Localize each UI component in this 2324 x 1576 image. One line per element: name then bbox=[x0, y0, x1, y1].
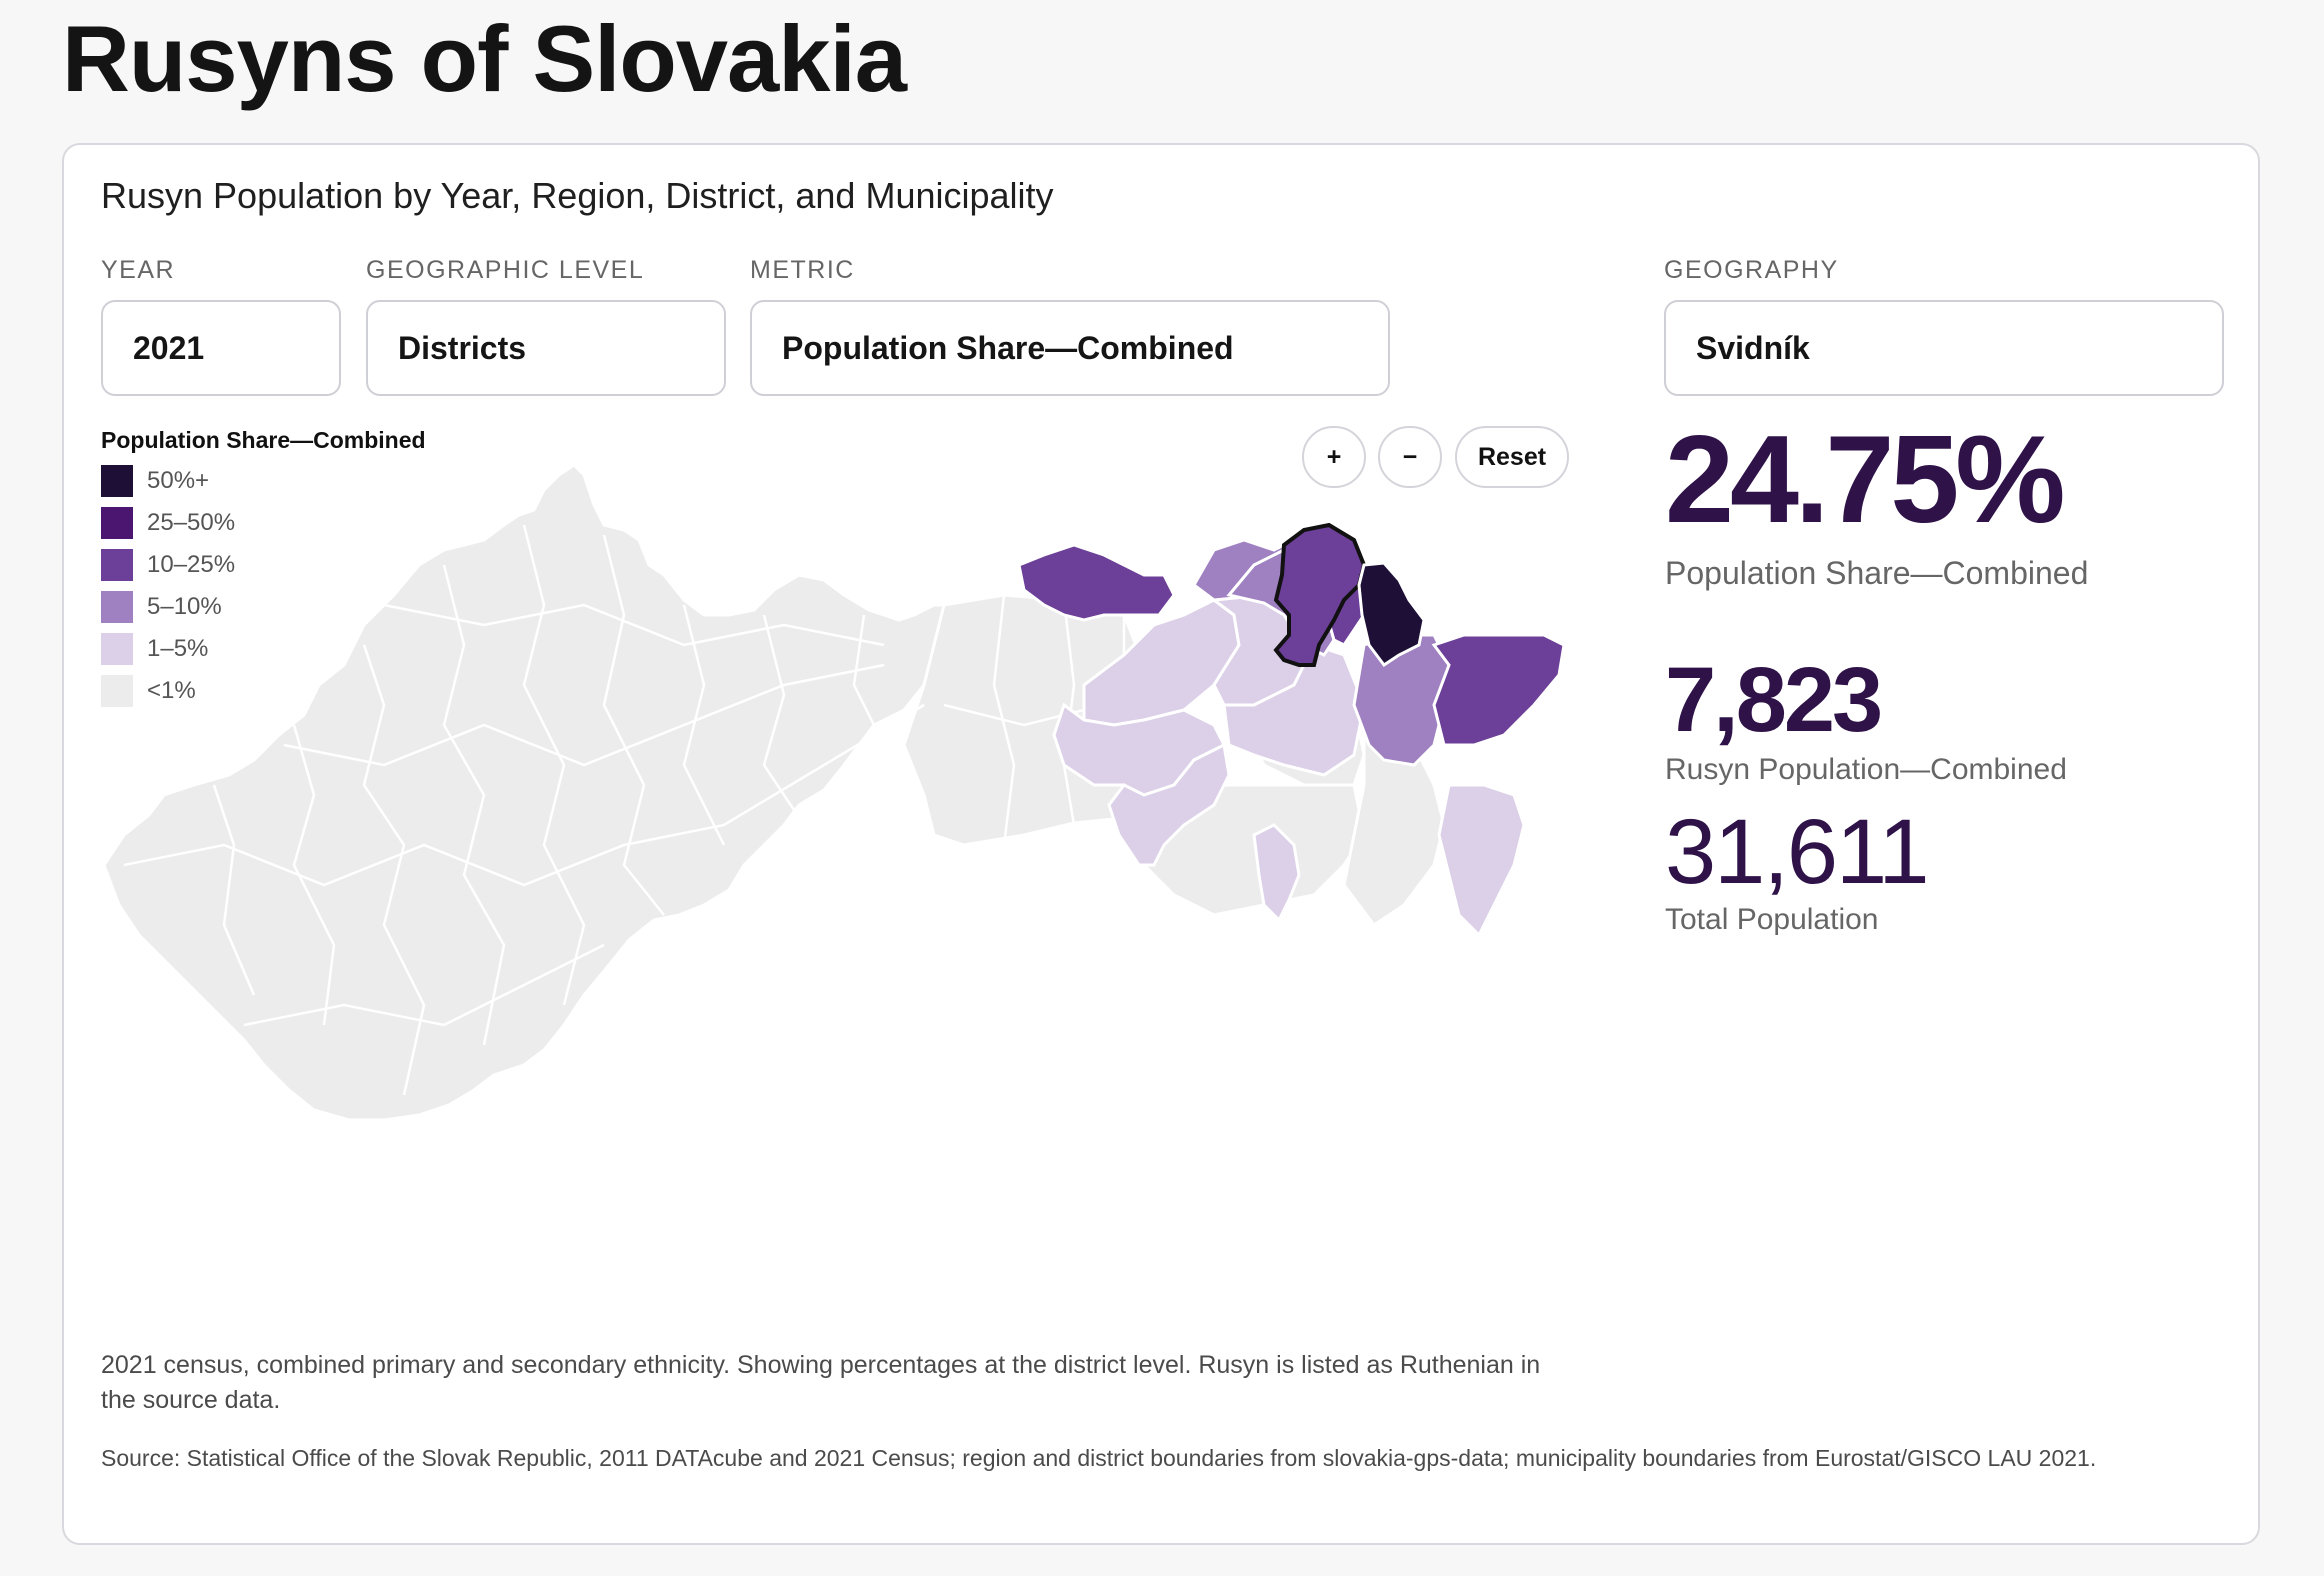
legend-swatch bbox=[101, 465, 133, 497]
district-spisska[interactable] bbox=[1222, 643, 1366, 777]
legend-label: 50%+ bbox=[147, 467, 210, 494]
geography-label: GEOGRAPHY bbox=[1664, 256, 1839, 284]
district-stropkov-west[interactable] bbox=[1017, 543, 1176, 622]
geographic-level-value: Districts bbox=[398, 330, 527, 366]
metric-label: METRIC bbox=[750, 256, 855, 284]
district-medzilaborce[interactable] bbox=[1357, 561, 1426, 668]
geography-select[interactable]: Svidník bbox=[1664, 300, 2224, 396]
geographic-level-label: GEOGRAPHIC LEVEL bbox=[366, 256, 645, 284]
legend-swatch bbox=[101, 633, 133, 665]
district-svidnik[interactable] bbox=[1273, 522, 1367, 667]
page-title: Rusyns of Slovakia bbox=[62, 6, 907, 111]
district-kosice-okolie[interactable] bbox=[1252, 823, 1301, 923]
rusyn-population-value: 7,823 bbox=[1665, 649, 1883, 751]
district-southeast-tip[interactable] bbox=[1342, 733, 1446, 928]
legend-label: <1% bbox=[147, 677, 196, 704]
year-value: 2021 bbox=[133, 330, 205, 366]
legend-label: 10–25% bbox=[147, 551, 236, 578]
legend-label: 5–10% bbox=[147, 593, 222, 620]
metric-select[interactable]: Population Share—Combined bbox=[750, 300, 1390, 396]
legend-title: Population Share—Combined bbox=[101, 427, 426, 453]
legend-swatch bbox=[101, 549, 133, 581]
map-card: Rusyn Population by Year, Region, Distri… bbox=[62, 143, 2260, 1545]
total-population-label: Total Population bbox=[1665, 903, 1879, 936]
district-west-central[interactable] bbox=[102, 463, 946, 1122]
share-value: 24.75% bbox=[1665, 411, 2066, 549]
legend-swatch bbox=[101, 675, 133, 707]
reset-button[interactable]: Reset bbox=[1455, 426, 1569, 488]
legend-swatch bbox=[101, 507, 133, 539]
geography-value: Svidník bbox=[1696, 330, 1810, 366]
year-select[interactable]: 2021 bbox=[101, 300, 341, 396]
district-borders bbox=[123, 524, 1165, 1096]
geographic-level-select[interactable]: Districts bbox=[366, 300, 726, 396]
district-gelnica[interactable] bbox=[1107, 742, 1231, 867]
legend-label: 1–5% bbox=[147, 635, 209, 662]
metric-value: Population Share—Combined bbox=[782, 330, 1234, 366]
year-label: YEAR bbox=[101, 256, 176, 284]
source-note: Source: Statistical Office of the Slovak… bbox=[101, 1445, 2097, 1471]
card-title: Rusyn Population by Year, Region, Distri… bbox=[101, 175, 1054, 216]
legend-swatch bbox=[101, 591, 133, 623]
total-population-value: 31,611 bbox=[1665, 801, 1930, 903]
share-label: Population Share—Combined bbox=[1665, 555, 2089, 591]
zoom-in-button[interactable]: + bbox=[1302, 426, 1366, 488]
district-sobrance[interactable] bbox=[1437, 783, 1526, 938]
footnote: 2021 census, combined primary and second… bbox=[101, 1351, 1541, 1414]
slovakia-map[interactable] bbox=[64, 145, 1664, 1245]
district-medzilaborce-area[interactable] bbox=[1431, 633, 1566, 747]
legend-label: 25–50% bbox=[147, 509, 236, 536]
zoom-out-button[interactable]: − bbox=[1378, 426, 1442, 488]
rusyn-population-label: Rusyn Population—Combined bbox=[1665, 753, 2067, 786]
